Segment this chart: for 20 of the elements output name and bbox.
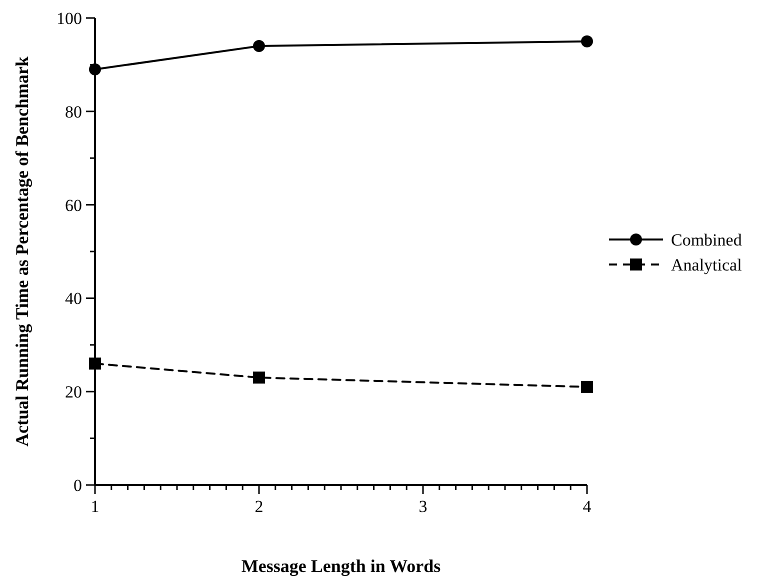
x-tick-label: 2 (254, 497, 264, 516)
x-tick-label: 3 (418, 497, 428, 516)
legend-label: Combined (671, 230, 742, 250)
x-tick-label: 4 (582, 497, 592, 516)
point (581, 380, 593, 393)
y-tick-label: 100 (56, 9, 82, 28)
point (253, 372, 265, 384)
y-tick-label: 80 (65, 102, 82, 122)
point (253, 40, 265, 52)
y-axis-title: Actual Running Time as Percentage of Benchmark (12, 56, 32, 446)
x-tick-label: 1 (90, 497, 100, 516)
y-tick-label: 20 (65, 382, 82, 402)
y-tick-label: 40 (65, 289, 82, 308)
x-axis-title: Message Length in Words (241, 556, 441, 576)
y-tick-label: 60 (65, 196, 82, 215)
point (89, 358, 101, 370)
legend-label: Analytical (671, 256, 742, 274)
point (89, 63, 101, 76)
point (581, 35, 593, 48)
y-tick-label: 0 (74, 476, 82, 495)
